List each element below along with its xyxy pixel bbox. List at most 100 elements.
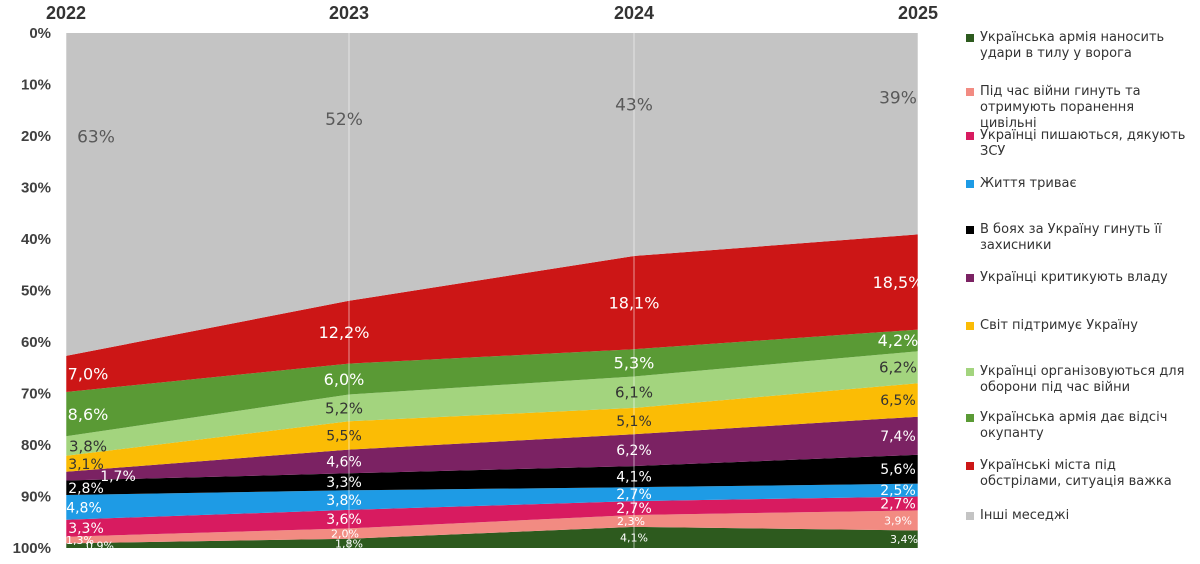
legend-swatch (966, 462, 974, 470)
y-tick-label: 70% (21, 386, 51, 403)
data-label: 7,4% (880, 429, 916, 445)
data-label: 6,1% (615, 384, 653, 402)
y-tick-label: 20% (21, 128, 51, 145)
data-label: 2,8% (68, 481, 104, 497)
area-series-4 (66, 483, 918, 520)
area-layers (66, 33, 918, 548)
data-label: 4,1% (616, 470, 652, 486)
data-label: 18,1% (609, 293, 660, 312)
data-label: 4,1% (620, 531, 648, 544)
data-label: 0,9% (86, 540, 114, 553)
legend-item: Українці організовуються для оборони під… (966, 364, 1192, 396)
legend-item: Українці пишаються, дякують ЗСУ (966, 128, 1192, 160)
legend-item: Під час війни гинуть та отримують поране… (966, 84, 1192, 132)
x-tick-label: 2022 (46, 3, 86, 23)
data-label: 2,5% (880, 483, 916, 499)
x-tick-label: 2025 (898, 3, 938, 23)
data-label: 1,7% (100, 469, 136, 485)
legend-item: В боях за Україну гинуть її захисники (966, 222, 1192, 254)
legend-item: Українська армія наносить удари в тилу у… (966, 30, 1192, 62)
legend-swatch (966, 180, 974, 188)
area-series-3 (66, 496, 918, 537)
legend-label: Інші меседжі (980, 508, 1070, 523)
area-series-9 (66, 329, 918, 437)
data-label: 2,3% (617, 515, 645, 528)
data-label: 3,4% (890, 533, 918, 546)
data-label: 1,3% (66, 534, 94, 547)
y-tick-label: 0% (29, 25, 51, 42)
legend-label: В боях за Україну гинуть її захисники (980, 222, 1162, 253)
data-label: 1,8% (335, 537, 363, 550)
legend-item: Світ підтримує Україну (966, 318, 1192, 334)
data-label: 5,2% (325, 399, 363, 417)
area-series-8 (66, 351, 918, 456)
data-label: 5,5% (326, 429, 362, 445)
data-label: 6,2% (879, 359, 917, 377)
y-tick-label: 40% (21, 231, 51, 248)
data-label: 8,6% (68, 405, 109, 424)
area-series-11 (66, 33, 918, 356)
data-label: 2,7% (616, 501, 652, 517)
data-label: 3,8% (326, 493, 362, 509)
stacked-area-chart: 2022 2023 2024 2025 0% 10% 20% 30% 40% 50% 60% 70% 8… (13, 3, 938, 557)
y-tick-label: 10% (21, 77, 51, 94)
legend-label: Українці організовуються для оборони під… (980, 364, 1185, 395)
data-label: 18,5% (873, 273, 924, 292)
area-series-2 (66, 510, 918, 544)
legend-swatch (966, 226, 974, 234)
data-label: 2,0% (331, 528, 359, 541)
legend-label: Світ підтримує Україну (980, 318, 1138, 333)
data-label: 7,0% (68, 365, 109, 384)
y-tick-label: 100% (13, 540, 51, 557)
y-tick-label: 60% (21, 334, 51, 351)
area-series-1 (66, 526, 918, 548)
area-series-10 (66, 234, 918, 392)
y-tick-label: 90% (21, 489, 51, 506)
area-series-7 (66, 383, 918, 472)
data-label: 3,6% (326, 512, 362, 528)
data-label: 3,3% (68, 521, 104, 537)
legend-swatch (966, 88, 974, 96)
data-label: 6,2% (616, 443, 652, 459)
legend-swatch (966, 132, 974, 140)
data-label: 12,2% (319, 323, 370, 342)
legend-swatch (966, 512, 974, 520)
x-tick-label: 2023 (329, 3, 369, 23)
y-tick-label: 30% (21, 180, 51, 197)
data-label: 4,8% (66, 500, 102, 516)
legend-swatch (966, 368, 974, 376)
legend-item: Українські міста під обстрілами, ситуаці… (966, 458, 1192, 490)
y-tick-label: 80% (21, 437, 51, 454)
data-label: 39% (879, 89, 917, 109)
legend-label: Українські міста під обстрілами, ситуаці… (980, 458, 1172, 489)
legend-item: Українська армія дає відсіч окупанту (966, 410, 1192, 442)
data-label: 43% (615, 95, 653, 115)
x-tick-label: 2024 (614, 3, 654, 23)
area-series-6 (66, 416, 918, 481)
legend-swatch (966, 414, 974, 422)
legend-label: Українці пишаються, дякують ЗСУ (980, 128, 1186, 159)
data-label: 4,2% (878, 331, 919, 350)
data-label: 3,1% (68, 457, 104, 473)
area-series-5 (66, 454, 918, 495)
data-label: 2,7% (616, 487, 652, 503)
legend-item: Українці критикують владу (966, 270, 1192, 286)
data-label: 63% (77, 127, 115, 147)
legend-label: Українська армія наносить удари в тилу у… (980, 30, 1165, 61)
legend-swatch (966, 322, 974, 330)
data-label: 3,3% (326, 475, 362, 491)
data-label: 6,5% (880, 393, 916, 409)
legend-label: Українська армія дає відсіч окупанту (980, 410, 1168, 441)
y-tick-label: 50% (21, 283, 51, 300)
data-label: 6,0% (324, 370, 365, 389)
data-label: 3,9% (884, 514, 912, 527)
legend-item: Життя триває (966, 176, 1192, 192)
legend-label: Під час війни гинуть та отримують поране… (980, 84, 1141, 131)
data-label: 4,6% (326, 455, 362, 471)
data-label: 52% (325, 110, 363, 130)
legend-label: Українці критикують владу (980, 270, 1168, 285)
data-label: 5,1% (616, 414, 652, 430)
data-label: 2,7% (880, 496, 916, 512)
data-label: 5,6% (880, 462, 916, 478)
legend-label: Життя триває (980, 176, 1077, 191)
